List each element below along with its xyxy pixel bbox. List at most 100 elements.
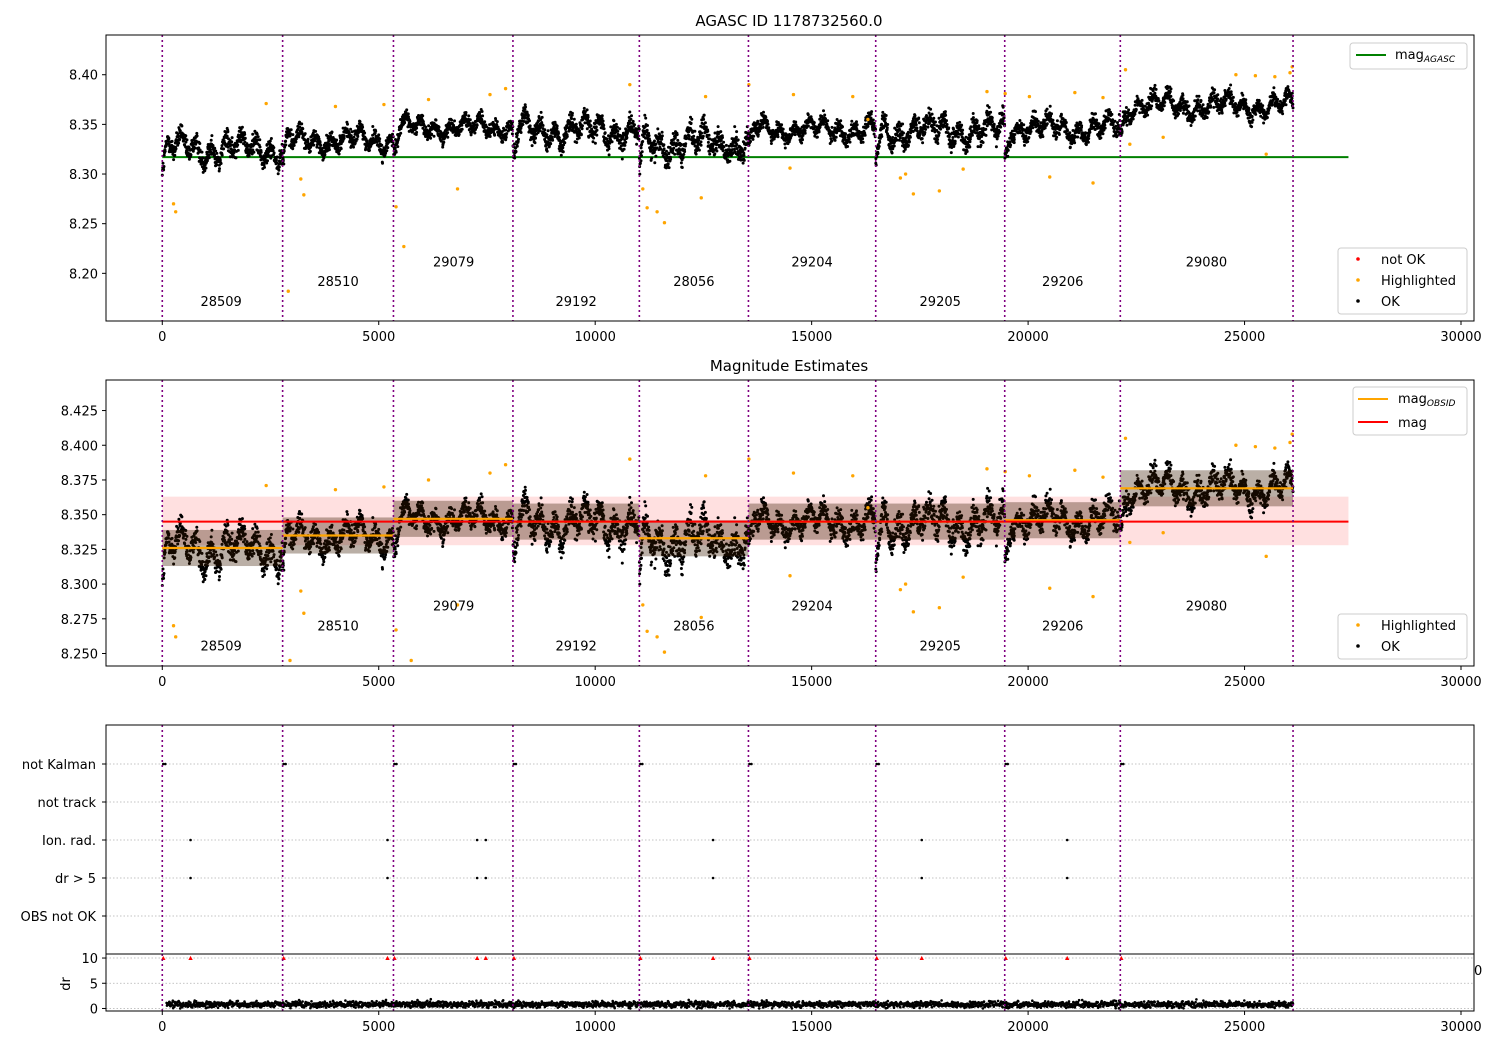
ok-point [259,150,263,154]
ok-point [274,158,278,162]
ok-point [1012,141,1016,145]
ok-point [289,132,292,136]
ok-point [715,149,719,153]
ok-point [421,114,425,118]
ok-point [1097,122,1101,126]
ok-point [823,113,827,117]
ok-point [756,133,760,137]
ok-point [640,150,644,154]
ok-point [1231,99,1235,103]
ok-point [301,127,305,131]
ok-point [276,172,280,176]
ok-point [269,137,273,140]
ok-point [236,148,240,152]
ok-point [806,124,810,128]
ok-point [977,124,981,128]
ok-point [394,150,398,154]
ok-point [880,135,884,138]
ok-point [280,162,283,166]
ok-point [442,140,446,144]
ok-point [258,138,262,142]
ok-point [219,162,223,165]
ok-point [1140,98,1144,102]
ok-point [585,108,589,112]
ok-point [1055,135,1059,139]
ok-point [294,137,298,141]
ok-point [635,142,639,146]
ok-point [1022,123,1026,127]
ok-point [758,129,762,133]
ok-point [565,135,569,138]
ok-point [877,144,881,148]
ok-point [1133,103,1137,107]
ok-point [1181,111,1185,115]
ok-point [563,141,567,145]
ok-point [549,142,553,146]
ok-point [1229,90,1233,94]
ok-point [1064,121,1068,125]
ok-point [277,168,281,172]
ok-point [222,147,226,151]
ok-point [892,144,896,148]
ok-point [510,132,514,136]
ok-point [646,124,649,127]
ok-point [953,139,957,143]
ok-point [396,145,400,149]
ok-point [534,136,537,140]
ok-point [521,123,525,126]
ok-point [220,144,224,148]
ok-point [240,125,244,129]
ok-point [762,110,765,114]
ok-point [850,119,854,123]
ok-point [1169,87,1173,91]
ok-point [1163,100,1167,104]
ok-point [561,150,565,154]
ok-point [871,118,875,122]
ok-point [543,128,547,132]
ok-point [283,145,287,149]
ok-point [162,153,166,157]
ok-point [557,131,560,135]
ok-point [210,134,214,138]
ok-point [1154,87,1158,91]
ok-point [990,116,994,120]
ok-point [504,135,508,139]
ok-point [546,129,550,133]
ok-point [424,125,428,129]
ok-point [633,123,636,127]
ok-point [480,110,484,113]
ok-point [872,121,876,125]
ok-point [218,167,221,171]
ok-point [1124,119,1128,123]
ok-point [689,121,693,125]
ok-point [623,143,627,147]
ok-point [907,143,910,147]
ok-point [700,131,704,135]
ok-point [951,136,955,139]
ok-point [1196,98,1200,102]
ok-point [631,119,635,123]
ok-point [915,126,919,130]
ok-point [380,143,384,147]
ok-point [488,135,492,138]
ok-point [218,158,222,162]
ok-point [937,131,941,135]
ok-point [314,129,318,133]
ok-point [682,152,686,156]
ok-point [450,118,454,122]
ok-point [1213,88,1217,92]
ok-point [589,124,593,128]
ok-point [1066,129,1069,133]
ok-point [337,152,341,156]
ok-point [170,139,174,143]
ok-point [861,140,865,144]
ok-point [533,141,537,145]
ok-point [582,106,586,110]
ok-point [262,163,266,167]
ok-point [984,127,988,131]
ok-point [855,123,859,127]
ok-point [318,141,322,145]
ok-point [579,133,583,137]
ok-point [713,152,717,156]
ok-point [956,135,960,139]
